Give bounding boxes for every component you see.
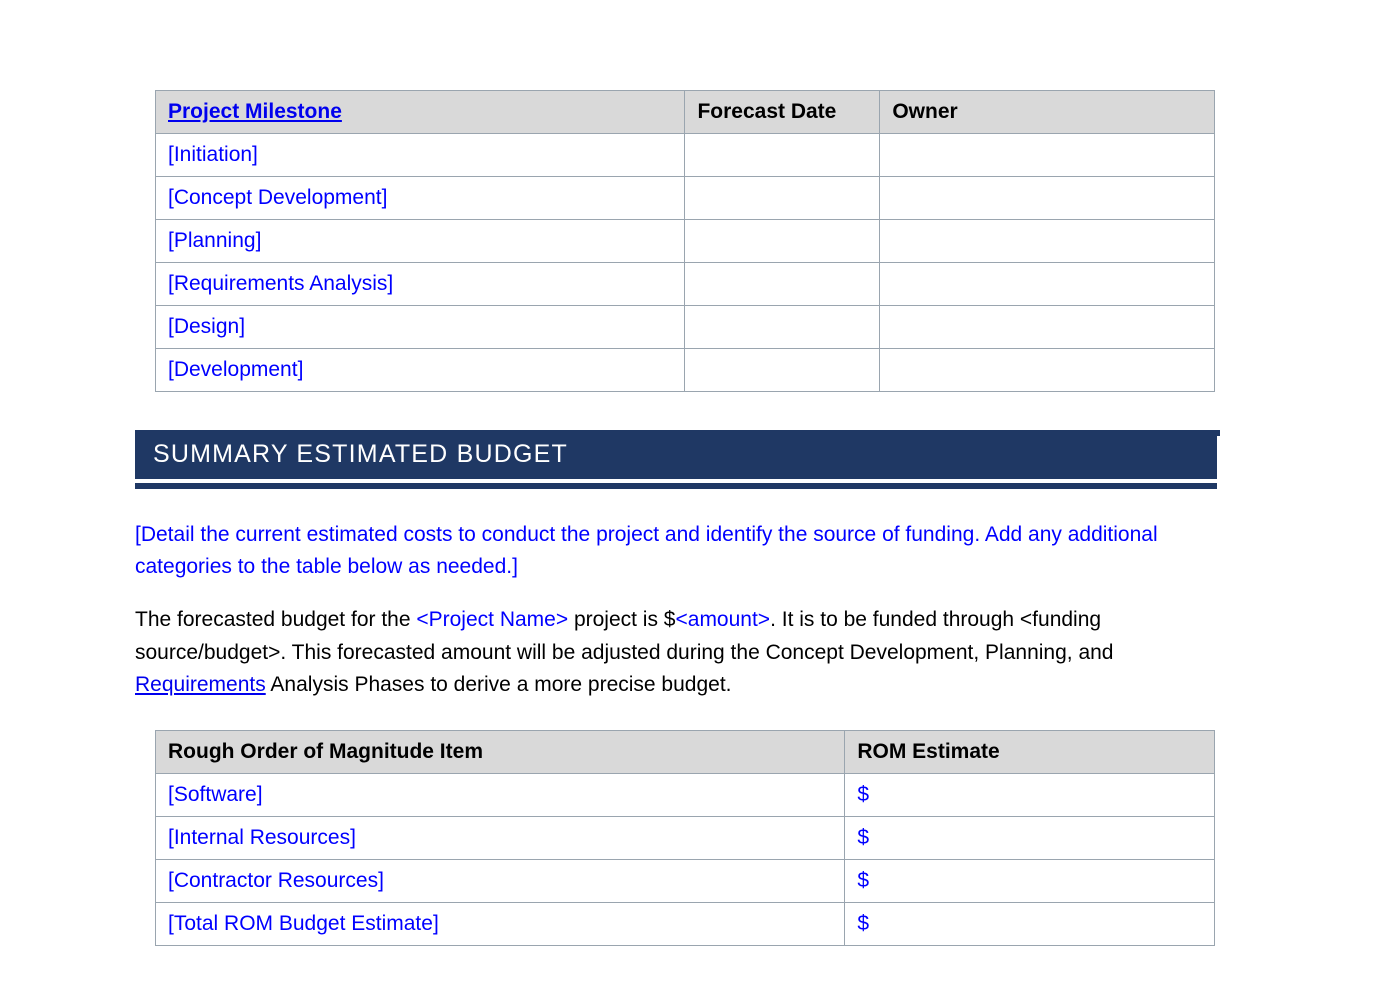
milestone-cell: [Requirements Analysis] [156, 263, 685, 306]
rom-header-item: Rough Order of Magnitude Item [156, 730, 845, 773]
rom-item-cell: [Contractor Resources] [156, 859, 845, 902]
table-row: [Internal Resources] $ [156, 816, 1215, 859]
milestone-cell: [Concept Development] [156, 177, 685, 220]
date-cell [685, 220, 880, 263]
owner-cell [880, 263, 1215, 306]
milestone-cell: [Design] [156, 306, 685, 349]
instruction-text: [Detail the current estimated costs to c… [135, 519, 1195, 582]
table-row: [Concept Development] [156, 177, 1215, 220]
owner-cell [880, 177, 1215, 220]
milestone-table: Project Milestone Forecast Date Owner [I… [155, 90, 1215, 392]
owner-cell [880, 134, 1215, 177]
table-row: [Requirements Analysis] [156, 263, 1215, 306]
section-header-budget: SUMMARY ESTIMATED BUDGET [135, 430, 1220, 483]
placeholder-project-name: <Project Name> [416, 608, 568, 631]
owner-cell [880, 306, 1215, 349]
rom-item-cell: [Total ROM Budget Estimate] [156, 902, 845, 945]
milestone-header-date: Forecast Date [685, 91, 880, 134]
table-row: [Initiation] [156, 134, 1215, 177]
body-text: project is $ [568, 608, 675, 631]
rom-item-cell: [Internal Resources] [156, 816, 845, 859]
table-row: [Design] [156, 306, 1215, 349]
rom-header-row: Rough Order of Magnitude Item ROM Estima… [156, 730, 1215, 773]
placeholder-amount: <amount> [676, 608, 771, 631]
owner-cell [880, 220, 1215, 263]
milestone-header-project[interactable]: Project Milestone [156, 91, 685, 134]
rom-estimate-cell: $ [845, 816, 1215, 859]
rom-estimate-cell: $ [845, 902, 1215, 945]
table-row: [Total ROM Budget Estimate] $ [156, 902, 1215, 945]
date-cell [685, 177, 880, 220]
rom-item-cell: [Software] [156, 773, 845, 816]
body-text: Analysis Phases to derive a more precise… [266, 673, 732, 696]
rom-header-estimate: ROM Estimate [845, 730, 1215, 773]
table-row: [Contractor Resources] $ [156, 859, 1215, 902]
date-cell [685, 134, 880, 177]
rom-estimate-cell: $ [845, 773, 1215, 816]
milestone-header-owner: Owner [880, 91, 1215, 134]
date-cell [685, 306, 880, 349]
milestone-cell: [Development] [156, 349, 685, 392]
rom-table: Rough Order of Magnitude Item ROM Estima… [155, 730, 1215, 946]
document-page: Project Milestone Forecast Date Owner [I… [0, 0, 1400, 1006]
requirements-link[interactable]: Requirements [135, 673, 266, 696]
table-row: [Software] $ [156, 773, 1215, 816]
milestone-header-row: Project Milestone Forecast Date Owner [156, 91, 1215, 134]
rom-estimate-cell: $ [845, 859, 1215, 902]
table-row: [Development] [156, 349, 1215, 392]
date-cell [685, 263, 880, 306]
body-text: The forecasted budget for the [135, 608, 416, 631]
date-cell [685, 349, 880, 392]
table-row: [Planning] [156, 220, 1215, 263]
milestone-cell: [Planning] [156, 220, 685, 263]
budget-paragraph: The forecasted budget for the <Project N… [135, 604, 1195, 702]
milestone-cell: [Initiation] [156, 134, 685, 177]
owner-cell [880, 349, 1215, 392]
